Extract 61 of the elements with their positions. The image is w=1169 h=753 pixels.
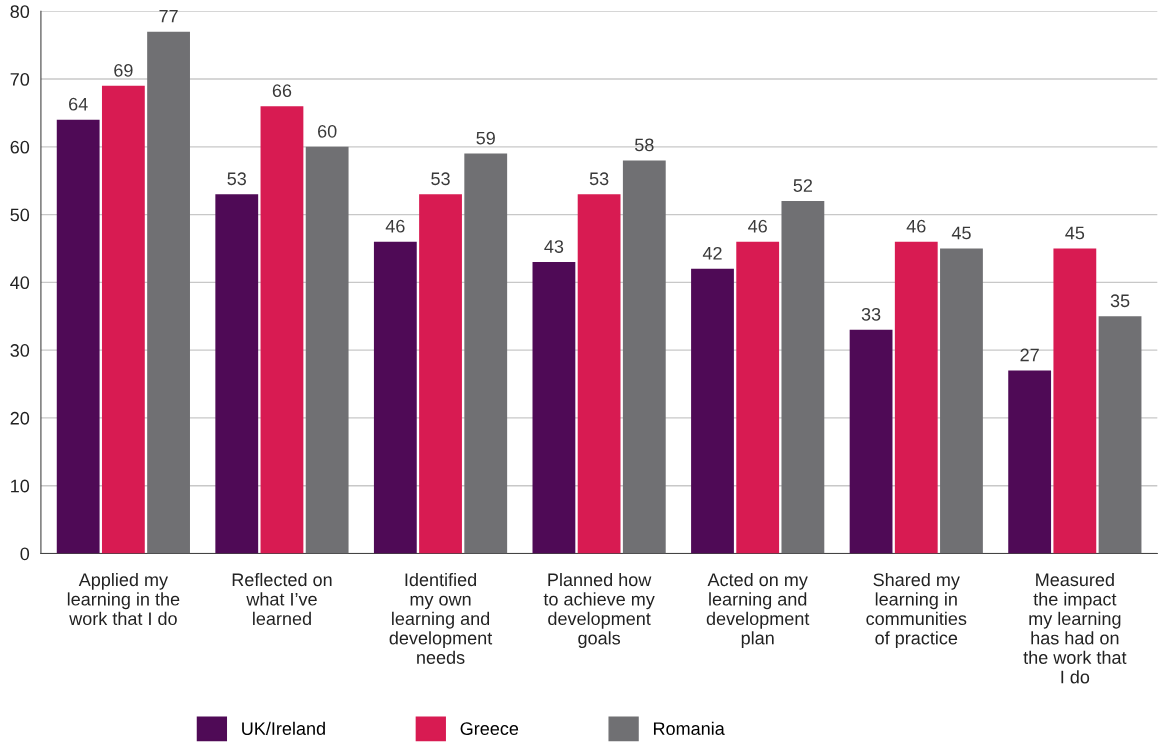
- bar: [147, 31, 190, 554]
- bar: [736, 241, 780, 554]
- data-label: 27: [1020, 348, 1039, 362]
- data-label: 33: [861, 307, 881, 321]
- data-label: 53: [227, 172, 247, 186]
- bar: [1053, 248, 1097, 554]
- x-tick-label: Acted on my learning and development plan: [706, 572, 810, 649]
- bar: [373, 241, 417, 554]
- data-label: 45: [1065, 226, 1085, 240]
- data-label: 46: [385, 219, 405, 233]
- data-label: 59: [476, 131, 495, 145]
- bar: [215, 194, 259, 554]
- y-tick-label: 30: [10, 344, 30, 357]
- legend-label: UK/Ireland: [242, 721, 325, 736]
- y-tick-label: 50: [10, 208, 30, 222]
- y-tick-label: 10: [11, 479, 30, 493]
- data-label: 69: [114, 63, 133, 77]
- bar: [101, 85, 145, 554]
- data-label: 52: [793, 179, 813, 192]
- legend-label: Greece: [460, 722, 519, 736]
- bar: [305, 146, 349, 554]
- bar: [577, 194, 621, 554]
- bar: [849, 329, 893, 554]
- data-label: 77: [159, 9, 178, 23]
- data-label: 43: [544, 240, 564, 253]
- data-label: 42: [702, 246, 722, 260]
- bar: [1008, 370, 1052, 554]
- bar: [1098, 316, 1142, 554]
- y-tick-label: 40: [10, 276, 30, 290]
- y-tick-label: 80: [10, 5, 30, 19]
- y-tick-label: 20: [10, 411, 30, 425]
- y-tick-label: 70: [10, 73, 30, 86]
- data-label: 46: [906, 219, 926, 233]
- x-tick-label: Measured the impact my learning has had on the work that I do: [1023, 572, 1127, 684]
- data-label: 64: [69, 97, 88, 111]
- data-label: 60: [318, 124, 337, 138]
- bar: [691, 268, 734, 554]
- data-label: 66: [272, 84, 292, 98]
- bar: [260, 106, 304, 554]
- bar: [940, 248, 983, 554]
- bar: [419, 194, 462, 554]
- data-label: 53: [589, 172, 609, 186]
- bar: [894, 241, 938, 554]
- x-tick-label: Identified my own learning and development needs: [389, 572, 493, 664]
- x-tick-label: Applied my learning in the work that I do: [67, 572, 180, 626]
- data-label: 35: [1110, 294, 1130, 308]
- data-label: 58: [634, 138, 654, 152]
- data-label: 45: [951, 226, 971, 240]
- bar: [464, 153, 508, 554]
- x-tick-label: Shared my learning in communities of practice: [866, 572, 967, 649]
- y-tick-label: 60: [10, 140, 30, 154]
- y-tick-label: 0: [20, 547, 30, 561]
- data-label: 46: [748, 219, 767, 233]
- bar: [781, 201, 825, 554]
- bar: [532, 262, 576, 554]
- bar: [622, 160, 666, 554]
- legend-label: Romania: [653, 721, 725, 736]
- bar: [56, 119, 100, 554]
- x-tick-label: Planned how to achieve my development goals: [543, 572, 655, 649]
- x-tick-label: Reflected on what I’ve learned: [232, 572, 332, 626]
- data-label: 53: [431, 172, 450, 186]
